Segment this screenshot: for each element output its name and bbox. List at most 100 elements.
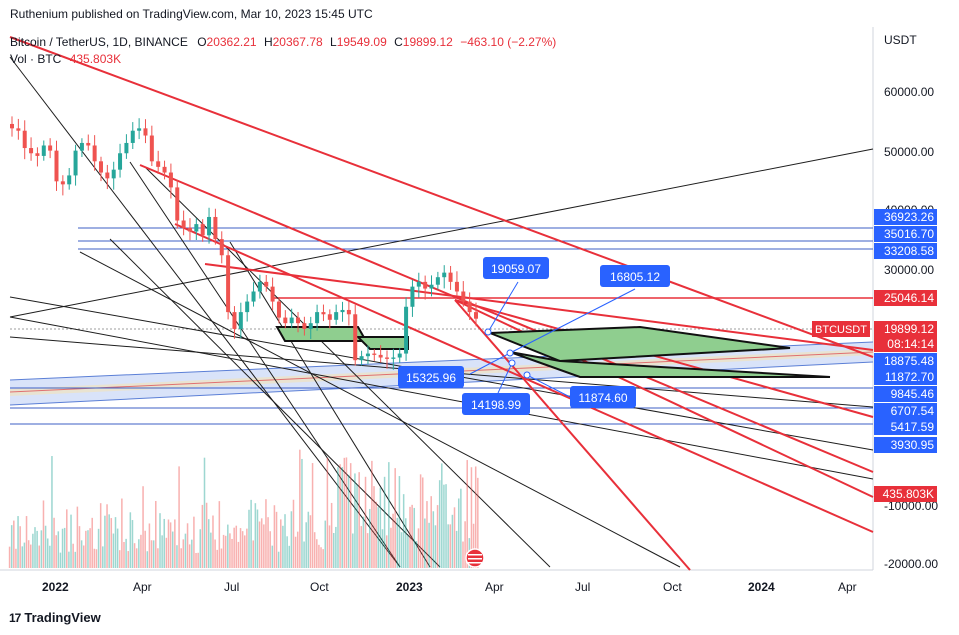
volume-bar: [356, 484, 358, 568]
volume-bar: [161, 535, 163, 568]
volume-bar: [171, 531, 174, 568]
volume-bar: [246, 528, 248, 568]
volume-bar: [121, 498, 123, 568]
price-label: 19899.12: [884, 322, 934, 336]
volume-bar: [44, 525, 47, 568]
volume-bar: [343, 457, 346, 568]
volume-bar: [182, 539, 185, 568]
volume-bar: [445, 484, 447, 568]
symbol-tag: BTCUSDT: [815, 324, 867, 336]
volume-bar: [174, 519, 176, 568]
volume-bar: [296, 531, 299, 568]
legend-low: 19549.09: [337, 35, 387, 49]
candlesticks: [10, 116, 478, 370]
volume-bar: [21, 546, 24, 568]
volume-bar: [250, 499, 252, 568]
callout-16805[interactable]: 16805.12: [600, 265, 670, 287]
volume-bar: [188, 544, 191, 568]
price-chart[interactable]: 19059.07 16805.12 15325.96 14198.99 1187…: [0, 27, 959, 627]
volume-bar: [424, 518, 426, 568]
volume-bar: [210, 532, 212, 568]
candle-body: [111, 169, 116, 179]
fan-line-5: [109, 238, 441, 568]
price-tick: 30000.00: [884, 263, 934, 277]
price-label-box: [874, 321, 937, 337]
volume-bar: [61, 528, 64, 568]
price-label: 33208.58: [884, 244, 934, 258]
volume-bar: [216, 549, 218, 568]
candle-body: [60, 181, 65, 185]
volume-bar: [237, 541, 240, 568]
volume-bar: [273, 505, 276, 568]
volume-bar: [335, 526, 337, 568]
anchor-19059: [484, 328, 492, 336]
volume-bar: [212, 515, 214, 568]
legend-symbol: Bitcoin / TetherUS, 1D, BINANCE: [10, 35, 188, 49]
candle-body: [467, 301, 472, 313]
volume-bar: [74, 551, 77, 568]
candle-body: [181, 220, 186, 228]
price-label-box: [874, 243, 937, 259]
red-line-5: [454, 299, 874, 418]
flag-icon[interactable]: [465, 548, 485, 568]
legend-close: 19899.12: [403, 35, 453, 49]
volume-bar: [19, 526, 21, 568]
volume-bar: [184, 533, 187, 568]
candle-body: [359, 356, 364, 361]
callout-19059[interactable]: 19059.07: [483, 257, 549, 279]
volume-bar: [360, 526, 363, 568]
candle-body: [54, 150, 59, 182]
volume-bar: [85, 530, 87, 568]
red-line-2: [139, 164, 874, 473]
volume-bar: [477, 477, 479, 568]
time-axis: 2022 Apr Jul Oct 2023 Apr Jul Oct 2024 A…: [42, 580, 857, 594]
volume-bar: [269, 531, 271, 568]
volume-bar: [127, 551, 129, 568]
volume-bar: [197, 552, 199, 568]
volume-bar: [460, 488, 462, 568]
volume-bar: [417, 528, 420, 568]
volume-bar: [447, 524, 449, 568]
candle-body: [207, 216, 212, 236]
volume-bar: [148, 523, 151, 568]
price-label: 9845.46: [891, 387, 935, 401]
candle-body: [238, 312, 243, 329]
volume-bar: [38, 545, 41, 568]
volume-bar: [385, 535, 388, 568]
legend-vol-value: 435.803K: [70, 52, 121, 66]
volume-bar: [97, 528, 100, 568]
volume-bars: [8, 449, 479, 568]
callout-11874[interactable]: 11874.60: [570, 386, 636, 408]
legend-h-label: H: [264, 35, 273, 49]
volume-bar: [451, 514, 454, 568]
time-tick: Apr: [133, 580, 152, 594]
callout-14198[interactable]: 14198.99: [462, 393, 530, 415]
candle-body: [124, 142, 129, 154]
volume-bar: [260, 518, 263, 568]
price-label: 6707.54: [891, 404, 935, 418]
price-tick: 50000.00: [884, 145, 934, 159]
volume-bar: [364, 476, 367, 568]
price-tick: -10000.00: [884, 499, 938, 513]
candle-body: [232, 312, 237, 329]
volume-bar: [432, 511, 435, 568]
volume-bar: [396, 517, 399, 568]
volume-bar: [57, 531, 60, 568]
price-label: 08:14:14: [887, 337, 934, 351]
pointer-16805: [509, 288, 636, 354]
callout-15325[interactable]: 15325.96: [398, 366, 464, 388]
chart-canvas[interactable]: 19059.07 16805.12 15325.96 14198.99 1187…: [0, 27, 959, 627]
candle-body: [346, 309, 351, 315]
volume-bar: [358, 472, 360, 568]
volume-bar: [176, 545, 178, 568]
callout-pointers: [469, 281, 636, 398]
volume-bar: [36, 530, 38, 568]
volume-bar: [311, 463, 314, 568]
volume-bar: [252, 540, 254, 568]
time-tick: 2024: [748, 580, 775, 594]
candle-body: [10, 123, 14, 129]
pointer-15325: [469, 352, 511, 375]
volume-bar: [144, 530, 146, 568]
fan-line-3: [144, 166, 551, 568]
time-tick: Oct: [310, 580, 329, 594]
